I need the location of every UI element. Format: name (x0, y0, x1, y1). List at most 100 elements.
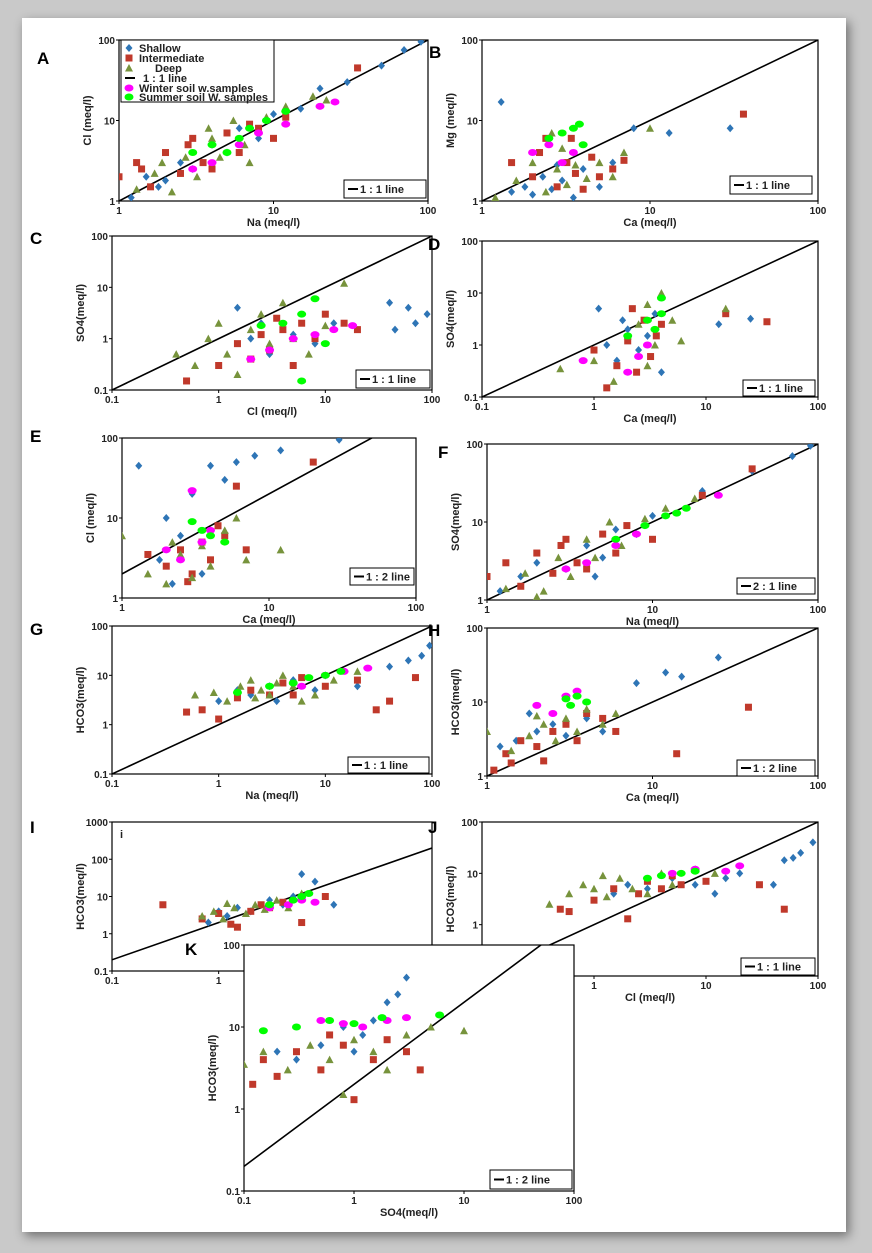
intermediate-point (321, 893, 329, 900)
shallow-point (207, 461, 215, 470)
plot-content (482, 822, 818, 976)
deep-point (209, 907, 218, 915)
reference-line (112, 236, 432, 390)
winter-soil-point (234, 141, 244, 149)
deep-point (521, 569, 530, 577)
summer-soil-point (197, 526, 207, 534)
shallow-point (176, 531, 184, 540)
intermediate-point (311, 335, 319, 343)
line-legend-label: 1 : 2 line (753, 763, 797, 775)
shallow-point (377, 61, 385, 70)
intermediate-point (353, 676, 361, 684)
shallow-point (496, 587, 504, 596)
intermediate-point (411, 674, 419, 682)
y-tick-label: 100 (223, 941, 240, 952)
summer-soil-point (297, 310, 307, 318)
summer-soil-point (234, 134, 244, 142)
deep-point (257, 310, 266, 318)
y-tick-label: 0.1 (226, 1187, 240, 1198)
shallow-point (496, 742, 504, 751)
y-tick-label: 0.1 (94, 967, 108, 978)
intermediate-point (562, 535, 570, 543)
deep-point (590, 884, 598, 893)
deep-point (310, 690, 319, 699)
line-legend-label: 2 : 1 line (753, 581, 797, 593)
line-legend-box (742, 379, 816, 397)
summer-soil-point (566, 701, 576, 709)
line-legend-box (347, 756, 430, 774)
deep-point (304, 350, 313, 358)
line-legend-box (729, 175, 813, 195)
x-tick-label: 10 (647, 605, 659, 616)
deep-point (539, 587, 548, 595)
shallow-point (223, 911, 231, 920)
line-legend-box (355, 369, 431, 389)
x-tick-label: 1 (479, 206, 485, 217)
deep-point (188, 573, 197, 582)
shallow-point (394, 990, 402, 999)
intermediate-point (353, 326, 361, 334)
deep-point (236, 682, 245, 690)
intermediate-point (214, 522, 222, 530)
deep-point (232, 514, 241, 522)
x-axis-label: Ca (meq/l) (626, 792, 680, 804)
shallow-point (215, 697, 223, 706)
intermediate-point (279, 679, 287, 687)
intermediate-point (652, 332, 660, 340)
shallow-point (135, 461, 143, 470)
intermediate-point (215, 909, 223, 917)
intermediate-point (573, 559, 581, 567)
deep-point (532, 711, 541, 720)
deep-point (609, 377, 618, 385)
deep-point (668, 880, 677, 889)
legend-label: Summer soil W. samples (139, 92, 268, 104)
deep-point (122, 531, 126, 540)
x-axis-label: Cl (meq/l) (625, 992, 675, 1004)
intermediate-point (255, 124, 263, 132)
deep-point (297, 697, 306, 705)
deep-point (321, 321, 330, 330)
y-tick-label: 1 (102, 721, 108, 732)
deep-point (193, 172, 202, 181)
deep-point (487, 727, 491, 735)
intermediate-point (321, 682, 329, 690)
reference-line (112, 626, 432, 774)
deep-point (561, 714, 570, 722)
intermediate-point (199, 159, 207, 167)
intermediate-point (657, 885, 665, 893)
x-tick-label: 100 (408, 603, 425, 614)
shallow-point (591, 572, 599, 581)
summer-soil-point (256, 322, 266, 330)
summer-soil-point (320, 671, 330, 679)
panel-f: F 1 10 100 1 10 100 Na (meq/l) SO4(meq/l) 2 : 1 l… (438, 440, 827, 628)
summer-soil-point (288, 896, 298, 904)
plot-content (244, 945, 543, 1167)
x-tick-label: 1 (216, 395, 222, 406)
intermediate-point (184, 141, 192, 149)
x-tick-label: 100 (810, 981, 827, 992)
deep-point (219, 914, 228, 923)
deep-point (208, 134, 217, 142)
shallow-point (630, 124, 638, 133)
intermediate-point (583, 709, 591, 717)
summer-soil-point (288, 679, 298, 687)
intermediate-point (162, 149, 170, 157)
legend-label: Intermediate (139, 53, 204, 65)
intermediate-point (612, 727, 620, 735)
deep-point (460, 1026, 468, 1035)
intermediate-point (502, 750, 510, 758)
shallow-point (722, 874, 730, 883)
intermediate-point (386, 697, 394, 705)
deep-point (132, 185, 141, 193)
shallow-point (316, 84, 324, 93)
intermediate-point (317, 1066, 325, 1074)
deep-point (172, 350, 181, 358)
line-legend-box (740, 957, 816, 976)
y-tick-label: 10 (104, 117, 116, 128)
shallow-point (691, 880, 699, 889)
shallow-point (402, 973, 410, 982)
y-tick-label: 1 (472, 197, 478, 208)
intermediate-point (487, 573, 491, 581)
intermediate-point (573, 737, 581, 745)
shallow-point (643, 331, 651, 340)
